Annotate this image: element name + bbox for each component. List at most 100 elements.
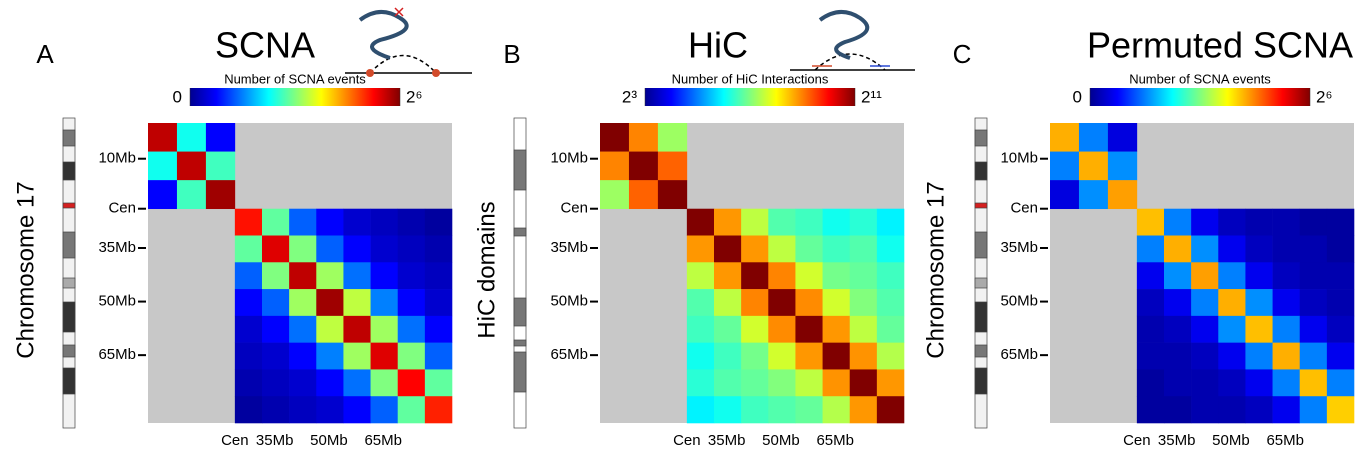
heatmap-cell bbox=[741, 342, 769, 370]
heatmap-cell bbox=[686, 262, 715, 290]
heatmap-cell bbox=[1136, 315, 1165, 343]
y-tick-label: 35Mb bbox=[550, 239, 588, 256]
heatmap-cell bbox=[1245, 262, 1273, 290]
heatmap-cell bbox=[714, 235, 742, 263]
heatmap-cell bbox=[795, 235, 823, 263]
heatmap-cell bbox=[343, 342, 371, 370]
heatmap-cell bbox=[1218, 396, 1246, 424]
heatmap-cell bbox=[1164, 289, 1192, 317]
heatmap-cell bbox=[876, 315, 905, 343]
heatmap-cell bbox=[176, 151, 207, 181]
heatmap-cell bbox=[397, 315, 426, 343]
heatmap-cell bbox=[657, 151, 688, 181]
heatmap-cell bbox=[289, 262, 317, 290]
heatmap-cell bbox=[1164, 369, 1192, 397]
heatmap-cell bbox=[876, 289, 905, 317]
heatmap-cell bbox=[714, 369, 742, 397]
heatmap-cell bbox=[343, 289, 371, 317]
y-tick-label: 35Mb bbox=[1000, 239, 1038, 256]
heatmap-cell bbox=[262, 369, 290, 397]
heatmap-cell bbox=[370, 396, 399, 424]
heatmap-cell bbox=[657, 180, 688, 210]
heatmap-cell bbox=[1299, 396, 1328, 424]
x-tick-label: 50Mb bbox=[1212, 432, 1250, 449]
colorbar-title: Number of SCNA events bbox=[224, 71, 366, 86]
heatmap-cell bbox=[289, 342, 317, 370]
x-tick-label: Cen bbox=[1123, 432, 1151, 449]
heatmap-cell bbox=[424, 262, 453, 290]
y-axis-label: Chromosome 17 bbox=[922, 181, 949, 358]
heatmap-cell bbox=[1218, 289, 1246, 317]
heatmap-cell bbox=[849, 262, 878, 290]
heatmap-cell bbox=[795, 315, 823, 343]
heatmap-cell bbox=[1299, 208, 1328, 236]
heatmap-cell bbox=[1299, 235, 1328, 263]
heatmap-cell bbox=[262, 289, 290, 317]
heatmap-cell bbox=[1136, 262, 1165, 290]
y-tick-label: 65Mb bbox=[1000, 346, 1038, 363]
heatmap-cell bbox=[849, 208, 878, 236]
x-tick-label: 65Mb bbox=[364, 432, 402, 449]
heatmap-cell bbox=[262, 342, 290, 370]
heatmap-cell bbox=[316, 342, 344, 370]
heatmap-cell bbox=[343, 262, 371, 290]
panel-title: SCNA bbox=[215, 25, 315, 66]
heatmap-cell bbox=[628, 180, 659, 210]
heatmap-cell bbox=[876, 369, 905, 397]
heatmap-cell bbox=[1136, 342, 1165, 370]
heatmap-cell bbox=[822, 315, 851, 343]
heatmap-cell bbox=[822, 235, 851, 263]
heatmap-cell bbox=[148, 123, 178, 152]
heatmap-cell bbox=[741, 315, 769, 343]
heatmap-cell bbox=[1191, 235, 1219, 263]
heatmap-cell bbox=[1078, 123, 1109, 152]
heatmap-cell bbox=[1299, 342, 1328, 370]
heatmap-cell bbox=[822, 289, 851, 317]
panel-label: A bbox=[36, 39, 54, 69]
heatmap-cell bbox=[148, 180, 178, 210]
heatmap-cell bbox=[234, 289, 263, 317]
heatmap-cell bbox=[795, 396, 823, 424]
heatmap-cell bbox=[714, 396, 742, 424]
heatmap-cell bbox=[1245, 342, 1273, 370]
heatmap-cell bbox=[234, 396, 263, 424]
heatmap-cell bbox=[1164, 262, 1192, 290]
heatmap-cell bbox=[657, 123, 688, 152]
heatmap-cell bbox=[741, 369, 769, 397]
heatmap-cell bbox=[1078, 180, 1109, 210]
heatmap-cell bbox=[686, 208, 715, 236]
heatmap-cell bbox=[397, 396, 426, 424]
heatmap-cell bbox=[1191, 396, 1219, 424]
heatmap-cell bbox=[316, 369, 344, 397]
heatmap-cell bbox=[1218, 235, 1246, 263]
heatmap-cell bbox=[234, 369, 263, 397]
heatmap-cell bbox=[205, 151, 236, 181]
heatmap-cell bbox=[343, 208, 371, 236]
panel bbox=[1040, 88, 1355, 424]
heatmap-cell bbox=[768, 396, 796, 424]
heatmap-cell bbox=[1107, 151, 1138, 181]
heatmap-cell bbox=[316, 315, 344, 343]
heatmap-cell bbox=[397, 235, 426, 263]
heatmap-cell bbox=[1050, 151, 1080, 181]
heatmap-cell bbox=[1326, 342, 1355, 370]
heatmap-cell bbox=[1272, 342, 1301, 370]
heatmap-cell bbox=[822, 342, 851, 370]
heatmap-cell bbox=[1326, 396, 1355, 424]
heatmap-cell bbox=[234, 208, 263, 236]
heatmap-cell bbox=[1218, 369, 1246, 397]
heatmap-cell bbox=[686, 315, 715, 343]
heatmap-cell bbox=[1164, 208, 1192, 236]
heatmap-cell bbox=[316, 396, 344, 424]
x-tick-label: 35Mb bbox=[256, 432, 294, 449]
heatmap-cell bbox=[289, 208, 317, 236]
heatmap-cell bbox=[370, 262, 399, 290]
heatmap-cell bbox=[795, 289, 823, 317]
heatmap-cell bbox=[1218, 262, 1246, 290]
heatmap-cell bbox=[1326, 369, 1355, 397]
heatmap-cell bbox=[1218, 315, 1246, 343]
panel-title: Permuted SCNA bbox=[1087, 25, 1353, 66]
heatmap-cell bbox=[686, 369, 715, 397]
heatmap-cell bbox=[316, 262, 344, 290]
